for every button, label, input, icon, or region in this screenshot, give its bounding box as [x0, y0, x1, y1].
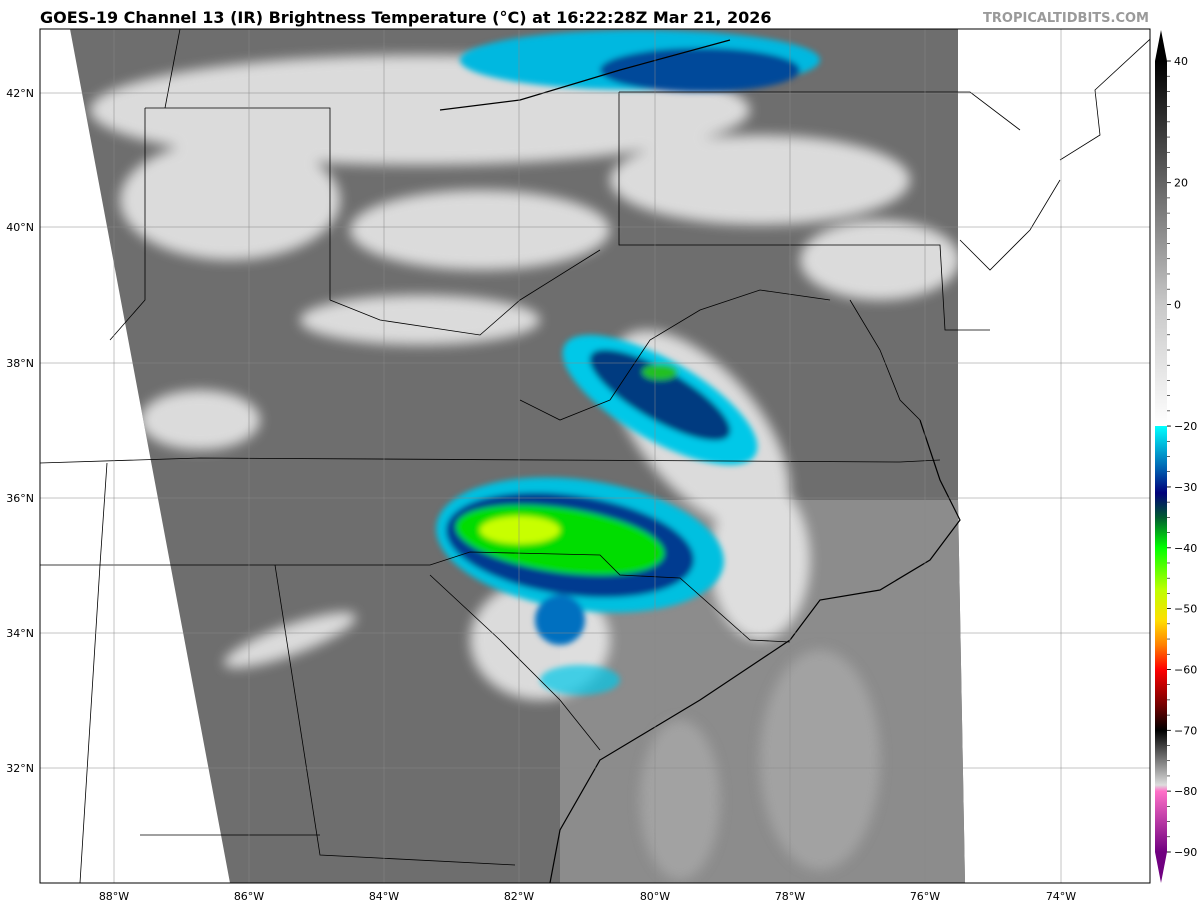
colorbar-max-arrow	[1155, 30, 1167, 61]
lon-label: 74°W	[1046, 890, 1076, 903]
colorbar-gradient	[1155, 61, 1167, 852]
lat-label: 42°N	[6, 87, 34, 100]
colorbar-tick-label: −50	[1174, 603, 1197, 616]
lon-label: 86°W	[234, 890, 264, 903]
watermark: TROPICALTIDBITS.COM	[983, 11, 1149, 26]
lon-label: 78°W	[775, 890, 805, 903]
colorbar: 40 20 0 −20 −30 −40 −50 −60 −70 −80 −90	[1155, 30, 1197, 883]
longitude-labels: 88°W 86°W 84°W 82°W 80°W 78°W 76°W 74°W	[99, 890, 1076, 903]
map-title: GOES-19 Channel 13 (IR) Brightness Tempe…	[40, 8, 772, 27]
lon-label: 76°W	[910, 890, 940, 903]
colorbar-tick-label: −40	[1174, 542, 1197, 555]
imagery-layer	[40, 29, 1150, 883]
lat-label: 38°N	[6, 357, 34, 370]
lon-label: 84°W	[369, 890, 399, 903]
colorbar-tick-label: −80	[1174, 785, 1197, 798]
colorbar-tick-label: −30	[1174, 481, 1197, 494]
colorbar-tick-label: −70	[1174, 724, 1197, 737]
political-boundaries	[40, 29, 1150, 883]
lon-label: 80°W	[640, 890, 670, 903]
latitude-labels: 42°N 40°N 38°N 36°N 34°N 32°N	[6, 87, 34, 775]
map-frame	[39, 28, 1151, 884]
colorbar-tick-label: 40	[1174, 55, 1188, 68]
colorbar-tick-label: −20	[1174, 420, 1197, 433]
lat-label: 36°N	[6, 492, 34, 505]
colorbar-tick-label: −60	[1174, 663, 1197, 676]
colorbar-tick-label: −90	[1174, 846, 1197, 859]
lat-label: 32°N	[6, 762, 34, 775]
colorbar-tick-label: 20	[1174, 177, 1188, 190]
convection-cores	[436, 30, 820, 695]
lat-label: 34°N	[6, 627, 34, 640]
colorbar-tick-label: 0	[1174, 298, 1181, 311]
colorbar-min-arrow	[1155, 852, 1167, 883]
lon-label: 88°W	[99, 890, 129, 903]
lat-label: 40°N	[6, 221, 34, 234]
lon-label: 82°W	[504, 890, 534, 903]
graticule	[40, 29, 1150, 883]
